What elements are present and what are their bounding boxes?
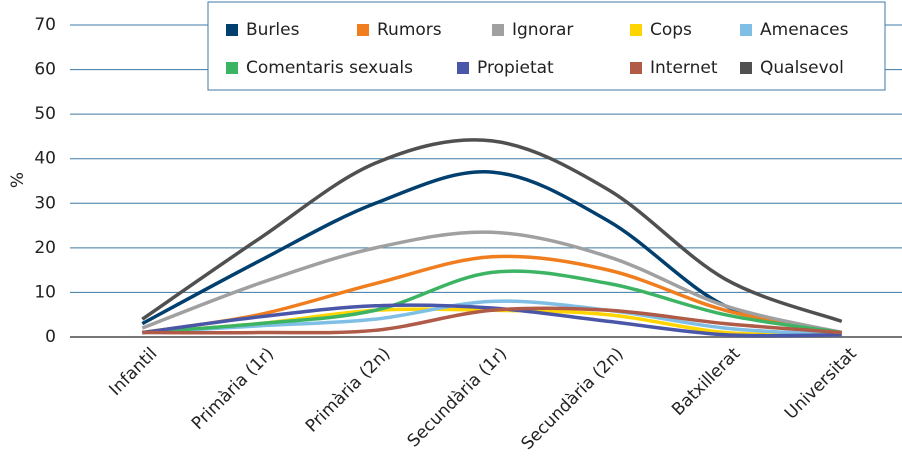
legend-label: Cops <box>650 20 692 40</box>
legend-label: Amenaces <box>760 20 849 40</box>
x-tick-label: Infantil <box>105 344 161 400</box>
x-tick-label: Batxillerat <box>668 344 744 420</box>
legend-box <box>207 1 886 91</box>
line <box>142 254 843 335</box>
legend-label: Comentaris sexuals <box>246 58 413 78</box>
legend-label: Propietat <box>477 58 554 78</box>
line <box>141 138 843 324</box>
y-tick-label: 40 <box>34 149 56 169</box>
legend-swatch <box>740 62 752 74</box>
legend-swatch <box>630 24 642 36</box>
y-tick-label: 0 <box>45 327 56 347</box>
legend-swatch <box>226 24 238 36</box>
x-tick-label: Universitat <box>781 344 861 424</box>
legend-swatch <box>630 62 642 74</box>
x-tick-label: Secundària (2n) <box>518 344 628 454</box>
legend-swatch <box>357 24 369 36</box>
legend-swatch <box>226 62 238 74</box>
x-tick-label: Primària (1r) <box>188 344 278 434</box>
y-tick-label: 30 <box>34 193 56 213</box>
legend-label: Internet <box>650 58 718 78</box>
y-axis-label: % <box>8 172 28 188</box>
x-tick-label: Secundària (1r) <box>404 344 511 451</box>
y-tick-label: 50 <box>34 104 56 124</box>
legend-swatch <box>492 24 504 36</box>
y-tick-label: 70 <box>34 15 56 35</box>
line <box>141 230 843 335</box>
legend: Burles Rumors Ignorar Cops Amenaces Comentari… <box>207 1 886 91</box>
legend-swatch <box>740 24 752 36</box>
legend-swatch <box>457 62 469 74</box>
line <box>142 299 842 337</box>
line <box>142 306 842 335</box>
legend-label: Ignorar <box>512 20 573 40</box>
legend-label: Burles <box>246 20 300 40</box>
line <box>142 303 842 338</box>
y-tick-label: 60 <box>34 60 56 80</box>
x-tick-label: Primària (2n) <box>302 344 395 437</box>
legend-label: Rumors <box>377 20 442 40</box>
line <box>142 269 842 335</box>
y-tick-label: 20 <box>34 238 56 258</box>
y-tick-label: 10 <box>34 282 56 302</box>
legend-label: Qualsevol <box>760 58 844 78</box>
